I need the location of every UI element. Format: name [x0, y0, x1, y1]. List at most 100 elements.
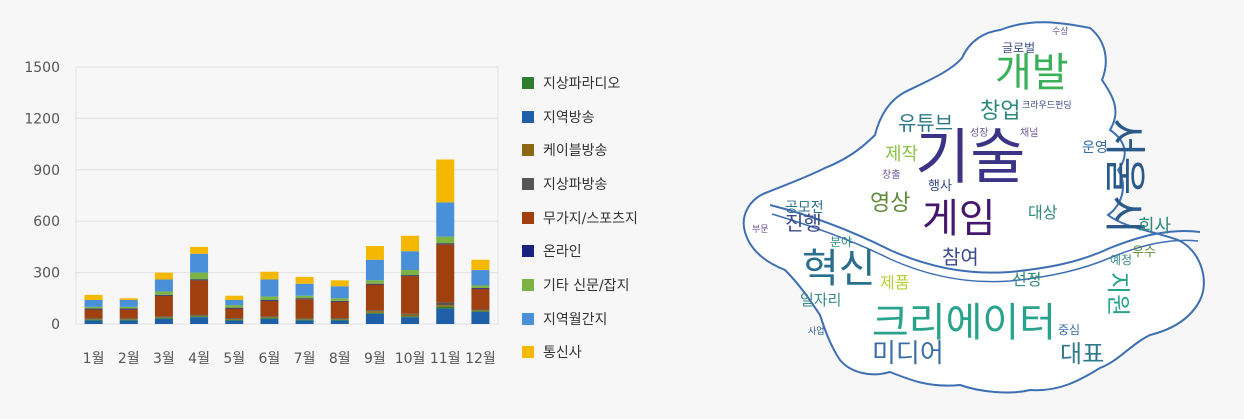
bar-segment	[365, 280, 384, 284]
bar-segment	[295, 283, 314, 296]
word-susang: 수상	[1052, 26, 1069, 37]
bar-segment	[471, 288, 490, 289]
bar-segment	[260, 300, 279, 301]
bar-segment	[260, 318, 279, 324]
y-tick-label: 1500	[24, 60, 60, 76]
han-river-bank	[771, 213, 1199, 283]
x-tick-label: 5월	[223, 351, 245, 367]
bar-segment	[471, 285, 490, 289]
x-tick-label: 8월	[329, 351, 351, 367]
bar-segment	[225, 318, 244, 320]
bar-segment	[84, 294, 103, 301]
bar-segment	[190, 272, 209, 280]
bar-segment	[471, 270, 490, 286]
bar-segment	[190, 316, 209, 318]
x-tick-label: 6월	[259, 351, 281, 367]
word-chamyeo: 참여	[942, 245, 979, 269]
bar-segment	[401, 276, 420, 314]
y-tick-label: 900	[33, 163, 60, 179]
legend-item: 무가지/스포츠지	[522, 201, 638, 235]
bar-segment	[84, 309, 103, 319]
legend-item: 지상파라디오	[522, 66, 638, 100]
bar-segment	[330, 286, 349, 299]
bar-segment	[260, 279, 279, 297]
word-yeongsang: 영상	[870, 191, 910, 216]
bar-segment	[225, 305, 244, 308]
bar-segment	[330, 300, 349, 302]
bar-segment	[84, 318, 103, 319]
bar-segment	[365, 283, 384, 285]
word-jejak: 제작	[885, 144, 918, 165]
legend-item: 지역월간지	[522, 302, 638, 336]
bar-segment	[119, 309, 138, 319]
legend-item: 지상파방송	[522, 167, 638, 201]
legend-swatch	[522, 245, 534, 258]
stacked-bar-chart: 1500 1200 900 600 300 0 1월 2월 3월 4월 5월 6월 7월 8월 9월 10월…	[24, 60, 499, 367]
x-axis-ticks: 1월 2월 3월 4월 5월 6월 7월 8월 9월 10월 11월 12월	[83, 351, 496, 367]
chart-grid	[75, 66, 499, 325]
x-tick-label: 3월	[153, 351, 175, 367]
bar-segment	[295, 320, 314, 324]
x-tick-label: 2월	[118, 351, 140, 367]
word-creator: 크리에이터	[872, 300, 1056, 346]
legend-label: 지상파방송	[543, 176, 608, 193]
legend-item: 통신사	[522, 336, 638, 370]
bar-segment	[260, 296, 279, 301]
x-tick-label: 7월	[294, 351, 316, 367]
legend-item: 온라인	[522, 234, 638, 268]
bar-segment	[119, 308, 138, 310]
word-seongjang: 성장	[970, 127, 988, 139]
bar-segment	[154, 295, 173, 317]
bar-segment	[330, 301, 349, 319]
bar-segment	[401, 235, 420, 252]
bar-segment	[330, 298, 349, 301]
legend-swatch	[522, 110, 534, 123]
word-hoesa: 회사	[1138, 216, 1172, 237]
bar-segment	[330, 318, 349, 320]
y-tick-label: 0	[51, 317, 60, 333]
legend-swatch	[522, 76, 534, 89]
legend-label: 지상파라디오	[543, 75, 621, 92]
legend-label: 온라인	[543, 244, 582, 261]
bar-segment	[471, 312, 490, 324]
bar-segment	[84, 319, 103, 321]
word-media: 미디어	[872, 339, 944, 369]
bar-segment	[401, 275, 420, 277]
bar-segment	[365, 246, 384, 260]
bar-segment	[225, 300, 244, 306]
bar-segment	[190, 315, 209, 317]
x-tick-label: 9월	[364, 351, 386, 367]
bar-segment	[295, 276, 314, 284]
bar-segment	[154, 316, 173, 318]
bar-segment	[295, 318, 314, 319]
bar-segment	[260, 271, 279, 280]
bar-segment	[330, 320, 349, 324]
bar-segment	[225, 319, 244, 321]
word-iljari: 일자리	[800, 291, 841, 309]
bar-segment	[260, 316, 279, 318]
word-bumun: 부문	[752, 224, 769, 235]
word-gisul: 기술	[915, 123, 1025, 193]
legend-label: 통신사	[543, 345, 582, 362]
bar-segment	[330, 280, 349, 287]
legend-label: 지역방송	[543, 109, 595, 126]
word-jungsim: 중심	[1058, 323, 1080, 337]
word-cloud-words: 기술 개발 게임 서울시 혁신 크리에이터 미디어 창업 유튜브 제작 영상 진…	[752, 26, 1172, 369]
legend-swatch	[522, 144, 534, 157]
bar-segment	[260, 300, 279, 317]
legend-swatch	[522, 346, 534, 359]
bar-segment	[401, 313, 420, 315]
legend-swatch	[522, 278, 534, 291]
bar-segment	[401, 314, 420, 317]
bar-segment	[365, 284, 384, 311]
chart-legend: 지상파라디오 지역방송 케이블방송 지상파방송 무가지/스포츠지 온라인 기타 신문/잡지 지…	[522, 66, 638, 369]
word-seonjeong: 선정	[1012, 270, 1041, 289]
legend-swatch	[522, 312, 534, 325]
seoul-map-outline	[742, 21, 1205, 394]
word-changup: 창업	[980, 99, 1020, 124]
bar-segment	[365, 311, 384, 313]
word-haengsa: 행사	[928, 178, 952, 194]
bar-segment	[154, 279, 173, 292]
bar-segment	[154, 272, 173, 280]
bar-segment	[190, 317, 209, 324]
